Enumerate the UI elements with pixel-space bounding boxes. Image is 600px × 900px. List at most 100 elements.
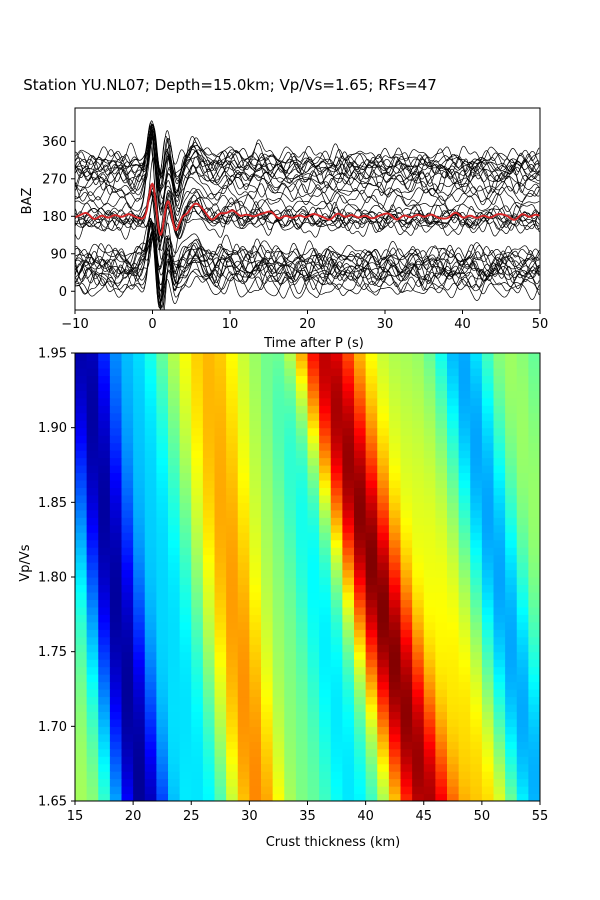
- heatmap-cell: [412, 614, 425, 623]
- heatmap-cell: [330, 651, 343, 660]
- heatmap-cell: [470, 771, 483, 780]
- heatmap-cell: [284, 763, 297, 772]
- heatmap-cell: [365, 748, 378, 757]
- heatmap-cell: [400, 435, 413, 444]
- heatmap-cell: [307, 517, 320, 526]
- heatmap-cell: [133, 629, 146, 638]
- heatmap-cell: [261, 614, 274, 623]
- heatmap-cell: [133, 606, 146, 615]
- heatmap-cell: [307, 457, 320, 466]
- heatmap-cell: [447, 524, 460, 533]
- heatmap-cell: [435, 718, 448, 727]
- heatmap-cell: [354, 763, 367, 772]
- heatmap-cell: [156, 390, 169, 399]
- heatmap-cell: [435, 412, 448, 421]
- heatmap-cell: [470, 591, 483, 600]
- heatmap-cell: [109, 562, 123, 571]
- heatmap-cell: [307, 554, 320, 563]
- heatmap-cell: [133, 659, 146, 668]
- heatmap-cell: [354, 644, 367, 653]
- heatmap-cell: [481, 472, 495, 481]
- heatmap-cell: [423, 397, 436, 406]
- heatmap-cell: [481, 651, 495, 660]
- heatmap-cell: [493, 494, 506, 503]
- heatmap-cell: [121, 726, 134, 735]
- heatmap-cell: [237, 517, 250, 526]
- heatmap-cell: [272, 405, 285, 414]
- heatmap-cell: [179, 465, 192, 474]
- heatmap-cell: [249, 367, 262, 376]
- heatmap-cell: [272, 621, 285, 630]
- heatmap-cell: [330, 726, 343, 735]
- heatmap-cell: [412, 636, 425, 645]
- heatmap-cell: [249, 689, 262, 698]
- heatmap-cell: [272, 741, 285, 750]
- heatmap-cell: [412, 629, 425, 638]
- heatmap-cell: [342, 494, 355, 503]
- heatmap-cell: [330, 457, 343, 466]
- heatmap-cell: [307, 711, 320, 720]
- heatmap-cell: [447, 726, 460, 735]
- heatmap-cell: [377, 569, 390, 578]
- heatmap-cell: [109, 741, 123, 750]
- heatmap-cell: [191, 382, 204, 391]
- heatmap-cell: [295, 778, 309, 787]
- heatmap-cell: [435, 636, 448, 645]
- top-x-ticks: −10 0 10 20 30 40 50: [61, 310, 548, 332]
- heatmap-cell: [528, 472, 540, 481]
- heatmap-cell: [516, 450, 529, 459]
- heatmap-cell: [86, 442, 99, 451]
- heatmap-cell: [214, 479, 227, 488]
- heatmap-cell: [226, 569, 239, 578]
- heatmap-cell: [191, 479, 204, 488]
- heatmap-cell: [226, 674, 239, 683]
- heatmap-cell: [319, 502, 332, 511]
- heatmap-cell: [388, 793, 402, 801]
- heatmap-cell: [179, 554, 192, 563]
- heatmap-cell: [179, 524, 192, 533]
- heatmap-cell: [377, 763, 390, 772]
- heatmap-cell: [505, 681, 518, 690]
- heatmap-cell: [354, 771, 367, 780]
- heatmap-cell: [354, 696, 367, 705]
- heatmap-cell: [261, 666, 274, 675]
- heatmap-cell: [493, 756, 506, 765]
- heatmap-cell: [423, 636, 436, 645]
- x-tick-label: 30: [377, 317, 394, 332]
- heatmap-cell: [284, 494, 297, 503]
- heatmap-cell: [226, 763, 239, 772]
- heatmap-cell: [237, 465, 250, 474]
- heatmap-cell: [458, 397, 471, 406]
- heatmap-cell: [377, 562, 390, 571]
- heatmap-cell: [272, 629, 285, 638]
- heatmap-cell: [388, 547, 402, 556]
- heatmap-cell: [330, 666, 343, 675]
- heatmap-cell: [237, 412, 250, 421]
- heatmap-cell: [144, 636, 157, 645]
- heatmap-cell: [156, 703, 169, 712]
- heatmap-cell: [388, 733, 402, 742]
- heatmap-cell: [179, 778, 192, 787]
- heatmap-cell: [272, 442, 285, 451]
- heatmap-cell: [470, 577, 483, 586]
- heatmap-cell: [423, 547, 436, 556]
- heatmap-cell: [505, 629, 518, 638]
- heatmap-cell: [342, 420, 355, 429]
- heatmap-cell: [284, 412, 297, 421]
- heatmap-cell: [121, 696, 134, 705]
- heatmap-cell: [365, 636, 378, 645]
- heatmap-cell: [226, 644, 239, 653]
- heatmap-cell: [109, 614, 123, 623]
- heatmap-cell: [412, 606, 425, 615]
- heatmap-cell: [284, 427, 297, 436]
- heatmap-cell: [319, 457, 332, 466]
- heatmap-cell: [272, 479, 285, 488]
- heatmap-cell: [354, 584, 367, 593]
- heatmap-cell: [423, 569, 436, 578]
- heatmap-cell: [447, 577, 460, 586]
- heatmap-cell: [493, 733, 506, 742]
- heatmap-cell: [319, 606, 332, 615]
- heatmap-cell: [168, 771, 181, 780]
- heatmap-cell: [377, 524, 390, 533]
- heatmap-cell: [307, 465, 320, 474]
